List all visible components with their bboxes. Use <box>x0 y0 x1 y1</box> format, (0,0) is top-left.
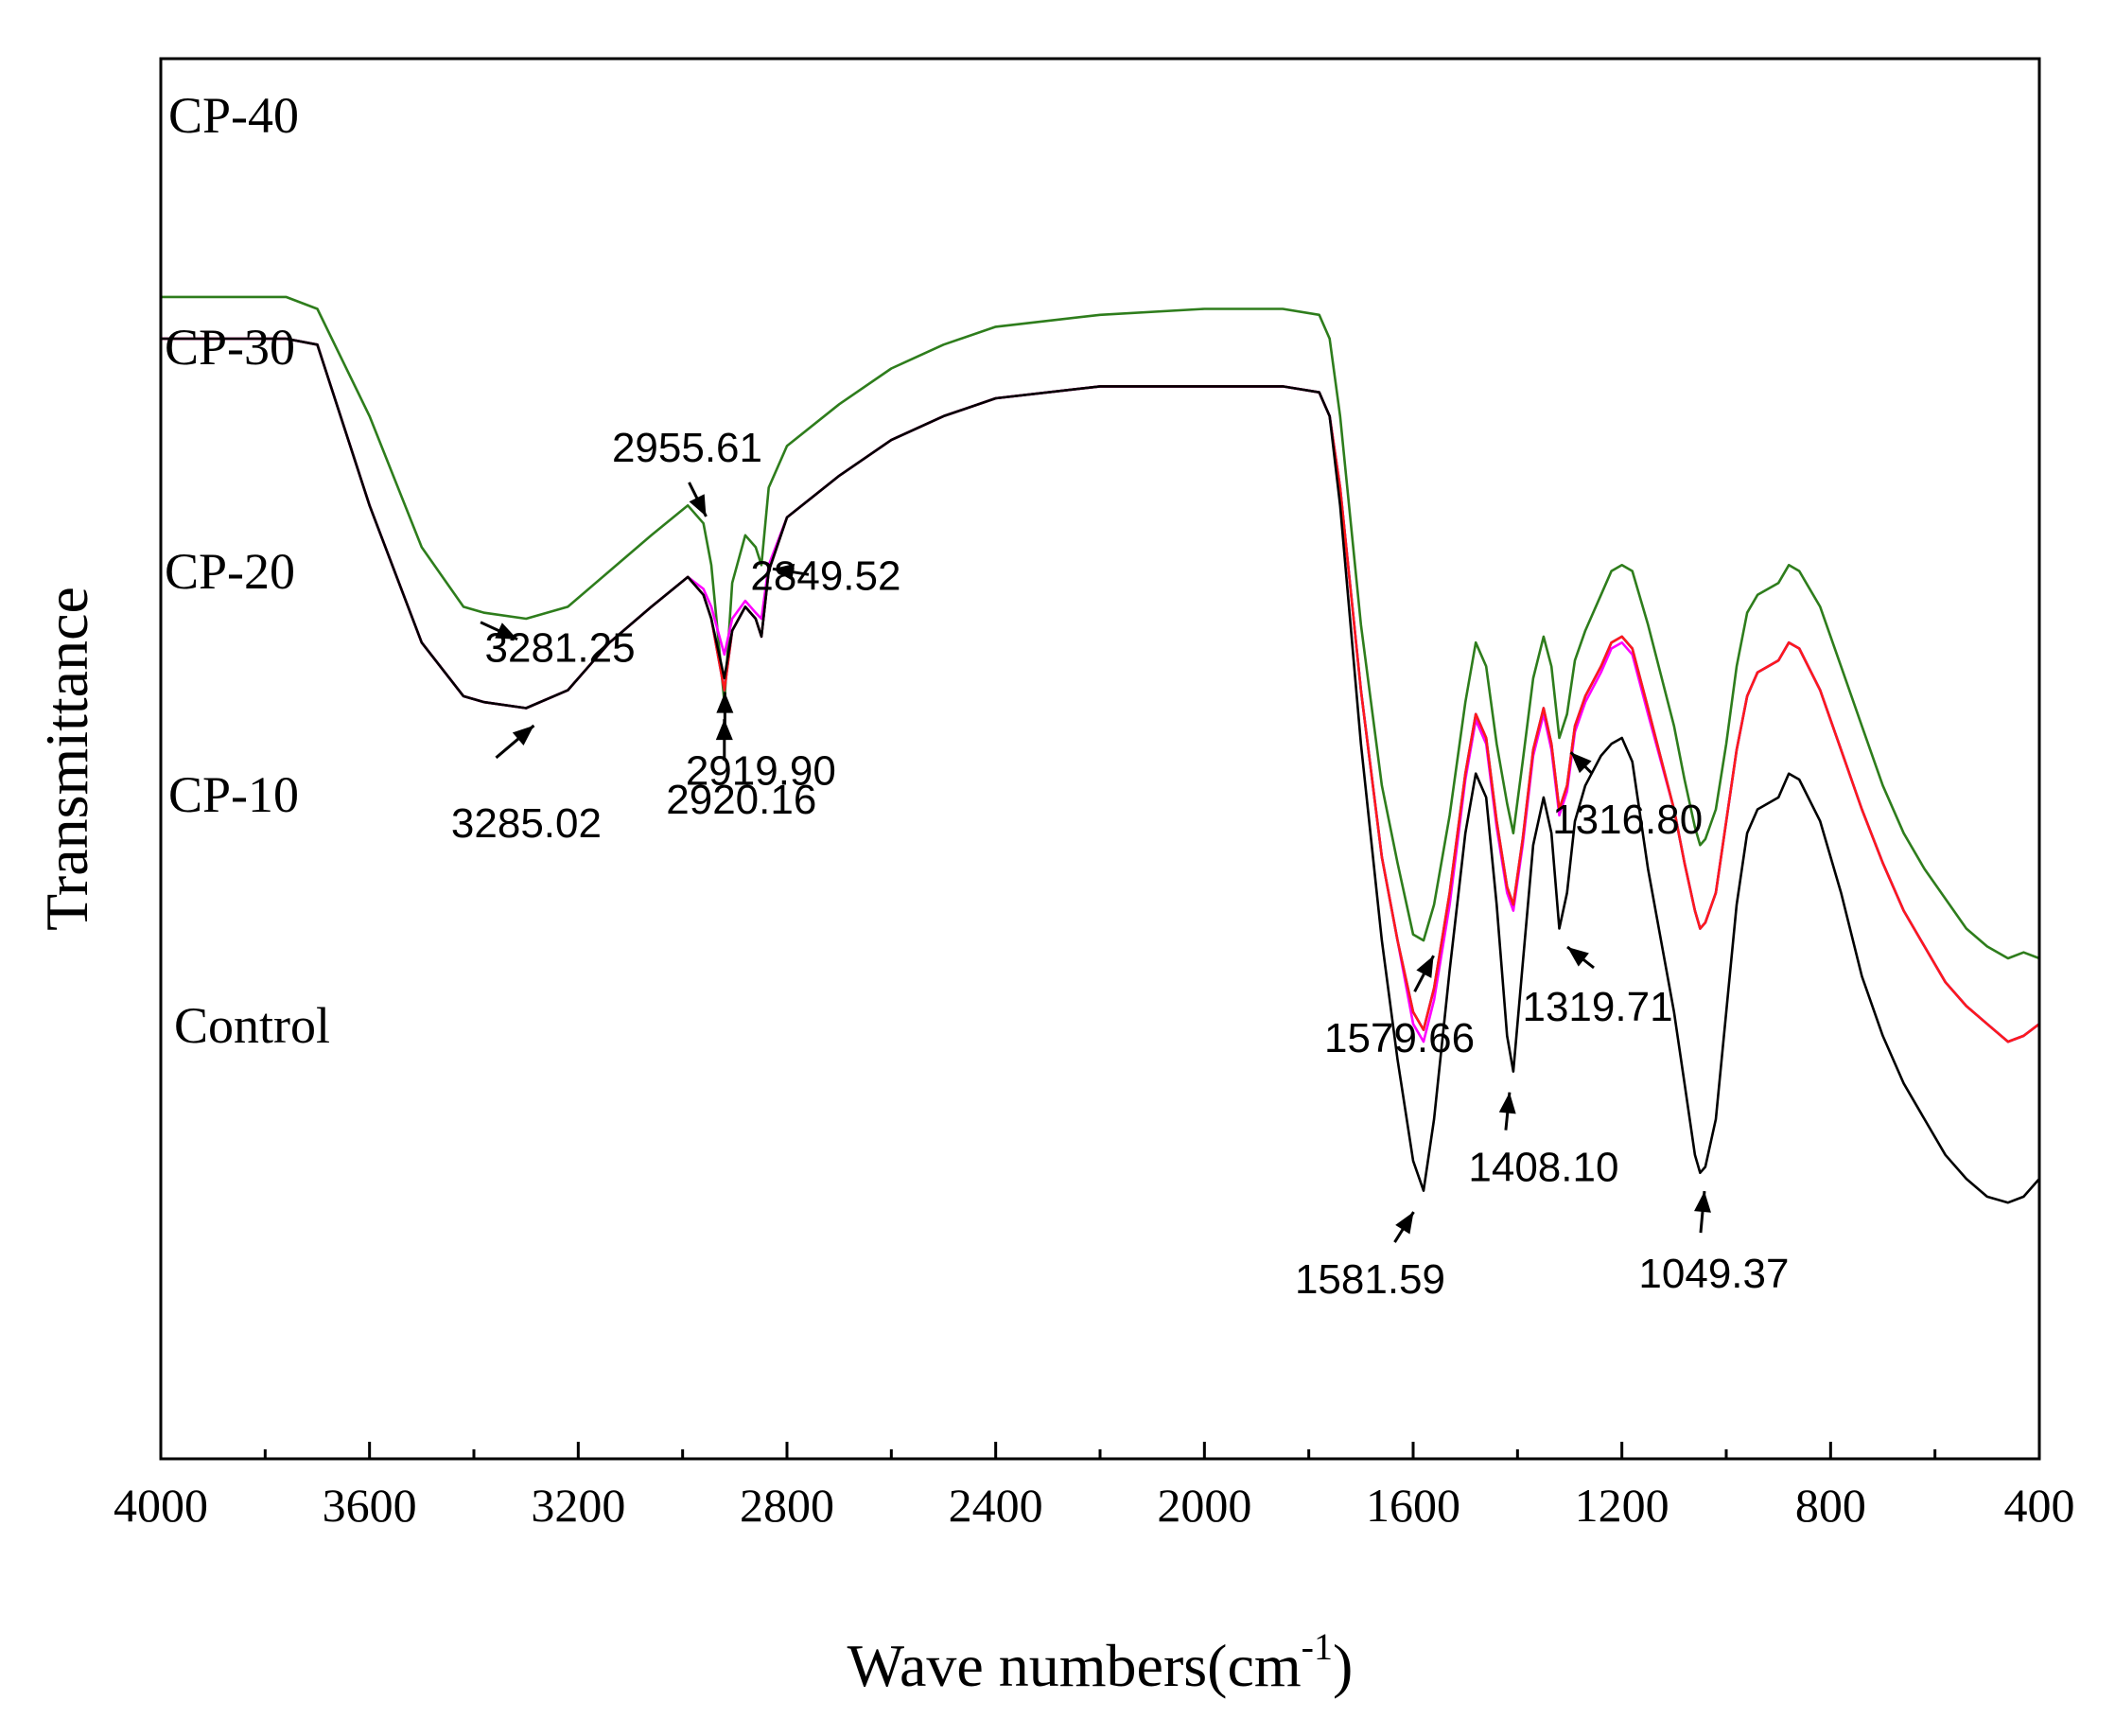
x-tick-label: 3600 <box>323 1479 417 1532</box>
y-axis-title: Transmittance <box>33 587 100 931</box>
x-tick-label: 2000 <box>1157 1479 1251 1532</box>
annotation-label: 2849.52 <box>750 552 900 599</box>
x-tick-label: 1600 <box>1366 1479 1460 1532</box>
annotation-label: 1049.37 <box>1638 1251 1789 1297</box>
x-tick-label: 2400 <box>949 1479 1043 1532</box>
annotation-label: 2955.61 <box>612 425 762 471</box>
series-label-cp-10: CP-10 <box>168 766 299 823</box>
series-labels: CP-40 CP-30 CP-20 CP-10 Control <box>165 87 330 1054</box>
annotation-arrow-head <box>1567 946 1589 967</box>
annotation-arrow-head <box>1395 1212 1414 1235</box>
annotation-arrow-head <box>689 494 707 517</box>
annotation-label: 1408.10 <box>1468 1145 1618 1191</box>
x-tick-label: 800 <box>1795 1479 1866 1532</box>
series-line-control <box>161 337 2040 1204</box>
x-axis-title-superscript: -1 <box>1302 1625 1333 1668</box>
annotation-arrow-head <box>1416 956 1434 978</box>
annotation-label: 2920.16 <box>666 777 816 823</box>
annotation-label: 2919.90 <box>686 748 836 795</box>
x-axis-title-main: Wave numbers(cm <box>848 1632 1302 1699</box>
series-label-cp-40: CP-40 <box>168 87 299 144</box>
annotation-arrow-head <box>1498 1092 1516 1114</box>
annotation-label: 1316.80 <box>1552 797 1703 843</box>
series-label-control: Control <box>174 997 330 1054</box>
peak-annotations: 2955.61 3281.25 2849.52 2920.16 1316.80 1579.… <box>451 425 1790 1303</box>
x-tick-label: 4000 <box>114 1479 208 1532</box>
series-curves <box>161 295 2040 1204</box>
annotation-label: 1581.59 <box>1295 1256 1445 1303</box>
annotation-arrow-head <box>772 563 795 581</box>
annotation-label: 1579.66 <box>1324 1015 1475 1061</box>
series-label-cp-20: CP-20 <box>165 543 295 600</box>
annotation-label: 1319.71 <box>1522 984 1672 1030</box>
annotation-arrow-head <box>512 725 534 746</box>
series-label-cp-30: CP-30 <box>165 319 295 376</box>
annotation-arrow-head <box>1694 1191 1711 1213</box>
x-tick-label: 1200 <box>1575 1479 1669 1532</box>
annotation-arrow-head <box>1570 752 1592 774</box>
x-tick-label: 2800 <box>740 1479 834 1532</box>
annotation-label: 3285.02 <box>451 800 602 847</box>
x-tick-label: 400 <box>2004 1479 2075 1532</box>
annotation-arrow-head <box>495 623 518 640</box>
x-axis-title-close: ) <box>1333 1632 1353 1699</box>
annotation-label: 3281.25 <box>485 625 636 672</box>
annotation-arrow-head <box>716 692 734 713</box>
series-line-cp-10 <box>161 337 2040 1043</box>
x-axis-title: Wave numbers(cm-1) <box>848 1625 1354 1699</box>
x-axis-ticks: 4000 3600 3200 2800 2400 2000 1600 1200 800 400 <box>114 1442 2075 1532</box>
x-tick-label: 3200 <box>531 1479 625 1532</box>
